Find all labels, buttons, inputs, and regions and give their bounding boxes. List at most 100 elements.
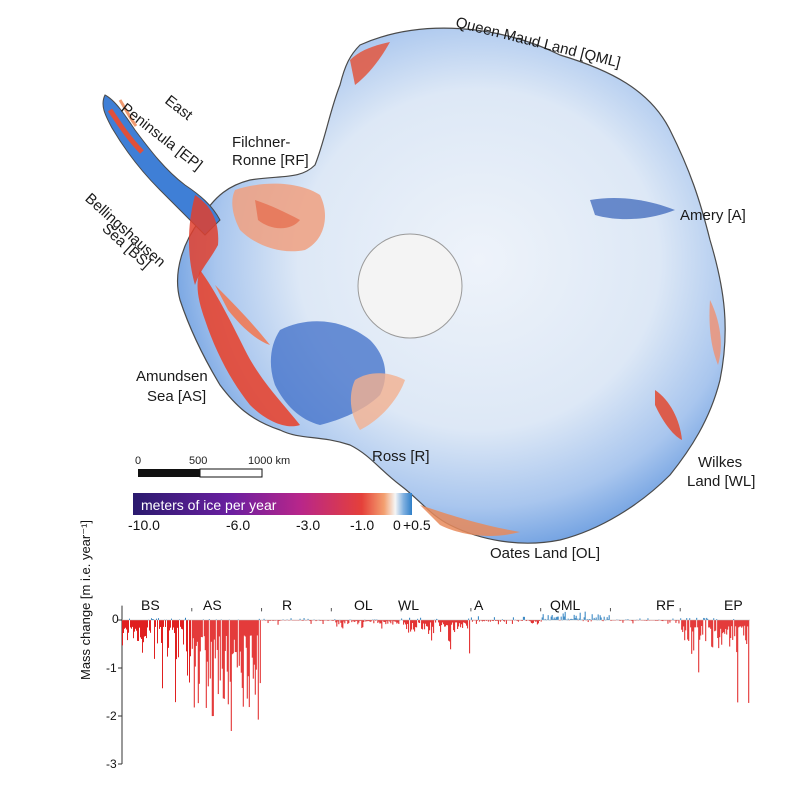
chart-bar-ol	[363, 620, 365, 622]
chart-bar-a	[497, 620, 499, 625]
chart-bar-as	[197, 620, 199, 704]
chart-bar-ep	[702, 620, 704, 635]
chart-bar-a	[476, 620, 478, 621]
chart-bar-ep	[686, 618, 688, 620]
chart-bar-ep	[732, 620, 734, 640]
chart-bar-ol	[347, 620, 349, 625]
region-label-bs: BS	[141, 597, 160, 613]
chart-bar-wl	[417, 618, 419, 620]
scale-tick-0: 0	[135, 455, 142, 467]
chart-bar-as	[210, 620, 212, 642]
chart-bar-ol	[397, 620, 399, 623]
chart-bar-as	[218, 620, 220, 637]
chart-bar-r	[307, 618, 309, 620]
chart-bar-as	[209, 620, 211, 679]
chart-bar-rf	[655, 620, 657, 621]
y-tick-0: 0	[112, 612, 119, 626]
region-label-as: AS	[203, 597, 222, 613]
chart-bar-bs	[135, 620, 136, 629]
chart-bar-bs	[123, 620, 124, 633]
chart-bar-bs	[178, 620, 179, 658]
chart-bar-qml	[540, 620, 542, 622]
region-label-rf: RF	[656, 597, 675, 613]
chart-bar-qml	[575, 615, 577, 620]
chart-bar-a	[537, 620, 539, 624]
chart-bar-as	[229, 620, 231, 682]
chart-bar-as	[203, 620, 205, 637]
region-label-r: R	[282, 597, 293, 613]
chart-bar-bs	[141, 620, 142, 639]
chart-bar-qml	[556, 616, 558, 620]
chart-bar-bs	[181, 620, 182, 629]
chart-bar-wl	[447, 620, 449, 626]
chart-bar-ep	[703, 617, 705, 620]
chart-bar-a	[480, 620, 482, 621]
chart-bar-qml	[589, 619, 591, 620]
chart-bar-wl	[432, 620, 434, 627]
chart-bar-wl	[435, 620, 437, 623]
chart-bar-bs	[169, 620, 170, 631]
chart-bar-a	[516, 620, 518, 621]
chart-bar-a	[505, 620, 507, 624]
chart-bar-wl	[428, 620, 430, 634]
chart-bar-qml	[603, 616, 605, 620]
chart-bar-as	[221, 620, 223, 669]
chart-bar-wl	[442, 620, 444, 623]
chart-bar-as	[212, 620, 214, 717]
chart-bar-ep	[738, 620, 740, 628]
chart-bar-wl	[463, 620, 465, 623]
chart-bar-wl	[423, 620, 425, 624]
chart-bar-bs	[176, 620, 177, 660]
chart-bar-bs	[174, 620, 175, 634]
chart-bar-ol	[337, 620, 339, 622]
chart-bar-bs	[180, 620, 181, 627]
chart-bar-as	[234, 620, 236, 653]
chart-bar-a	[495, 620, 497, 621]
chart-bar-as	[214, 620, 216, 659]
chart-bar-ep	[707, 618, 709, 620]
chart-bar-bs	[142, 620, 143, 653]
chart-bar-r	[321, 620, 323, 621]
chart-bar-ol	[390, 620, 392, 624]
chart-bar-ol	[370, 620, 372, 622]
chart-bar-a	[531, 620, 533, 624]
chart-bar-ol	[384, 620, 386, 623]
chart-bar-bs	[134, 620, 135, 632]
chart-bar-ep	[715, 620, 717, 631]
chart-bar-bs	[126, 620, 127, 630]
chart-bar-qml	[599, 615, 601, 620]
chart-bar-wl	[405, 620, 407, 625]
chart-bar-wl	[467, 620, 469, 629]
chart-bar-bs	[175, 620, 176, 703]
chart-bar-ol	[344, 620, 346, 624]
chart-bar-ep	[728, 620, 730, 627]
chart-bar-ol	[335, 620, 337, 623]
chart-bar-wl	[425, 620, 427, 624]
chart-bar-wl	[420, 617, 422, 620]
chart-bar-bs	[127, 620, 128, 641]
chart-bar-rf	[646, 620, 648, 622]
label-wilkes: Wilkes	[698, 454, 743, 471]
chart-bar-as	[250, 620, 252, 636]
chart-bar-ep	[731, 620, 733, 627]
chart-bar-a	[533, 620, 535, 621]
chart-bar-ol	[373, 620, 375, 624]
chart-bar-qml	[553, 617, 555, 620]
chart-bar-wl	[439, 620, 441, 627]
region-label-ol: OL	[354, 597, 373, 613]
chart-bar-rf	[662, 620, 664, 622]
chart-bar-qml	[565, 619, 567, 620]
chart-bar-a	[475, 620, 477, 624]
chart-bar-ep	[689, 618, 691, 620]
bellingshausen-loss	[188, 195, 219, 285]
chart-bar-r	[272, 620, 274, 621]
chart-bar-ol	[378, 620, 380, 622]
chart-bar-ep	[682, 620, 684, 633]
chart-bar-ep	[684, 620, 686, 641]
chart-bar-a	[523, 616, 525, 620]
chart-bar-bs	[136, 620, 137, 631]
scale-tick-1000: 1000 km	[248, 455, 291, 467]
chart-bar-wl	[459, 620, 461, 624]
chart-bar-bs	[140, 620, 141, 638]
chart-bar-qml	[583, 617, 585, 620]
